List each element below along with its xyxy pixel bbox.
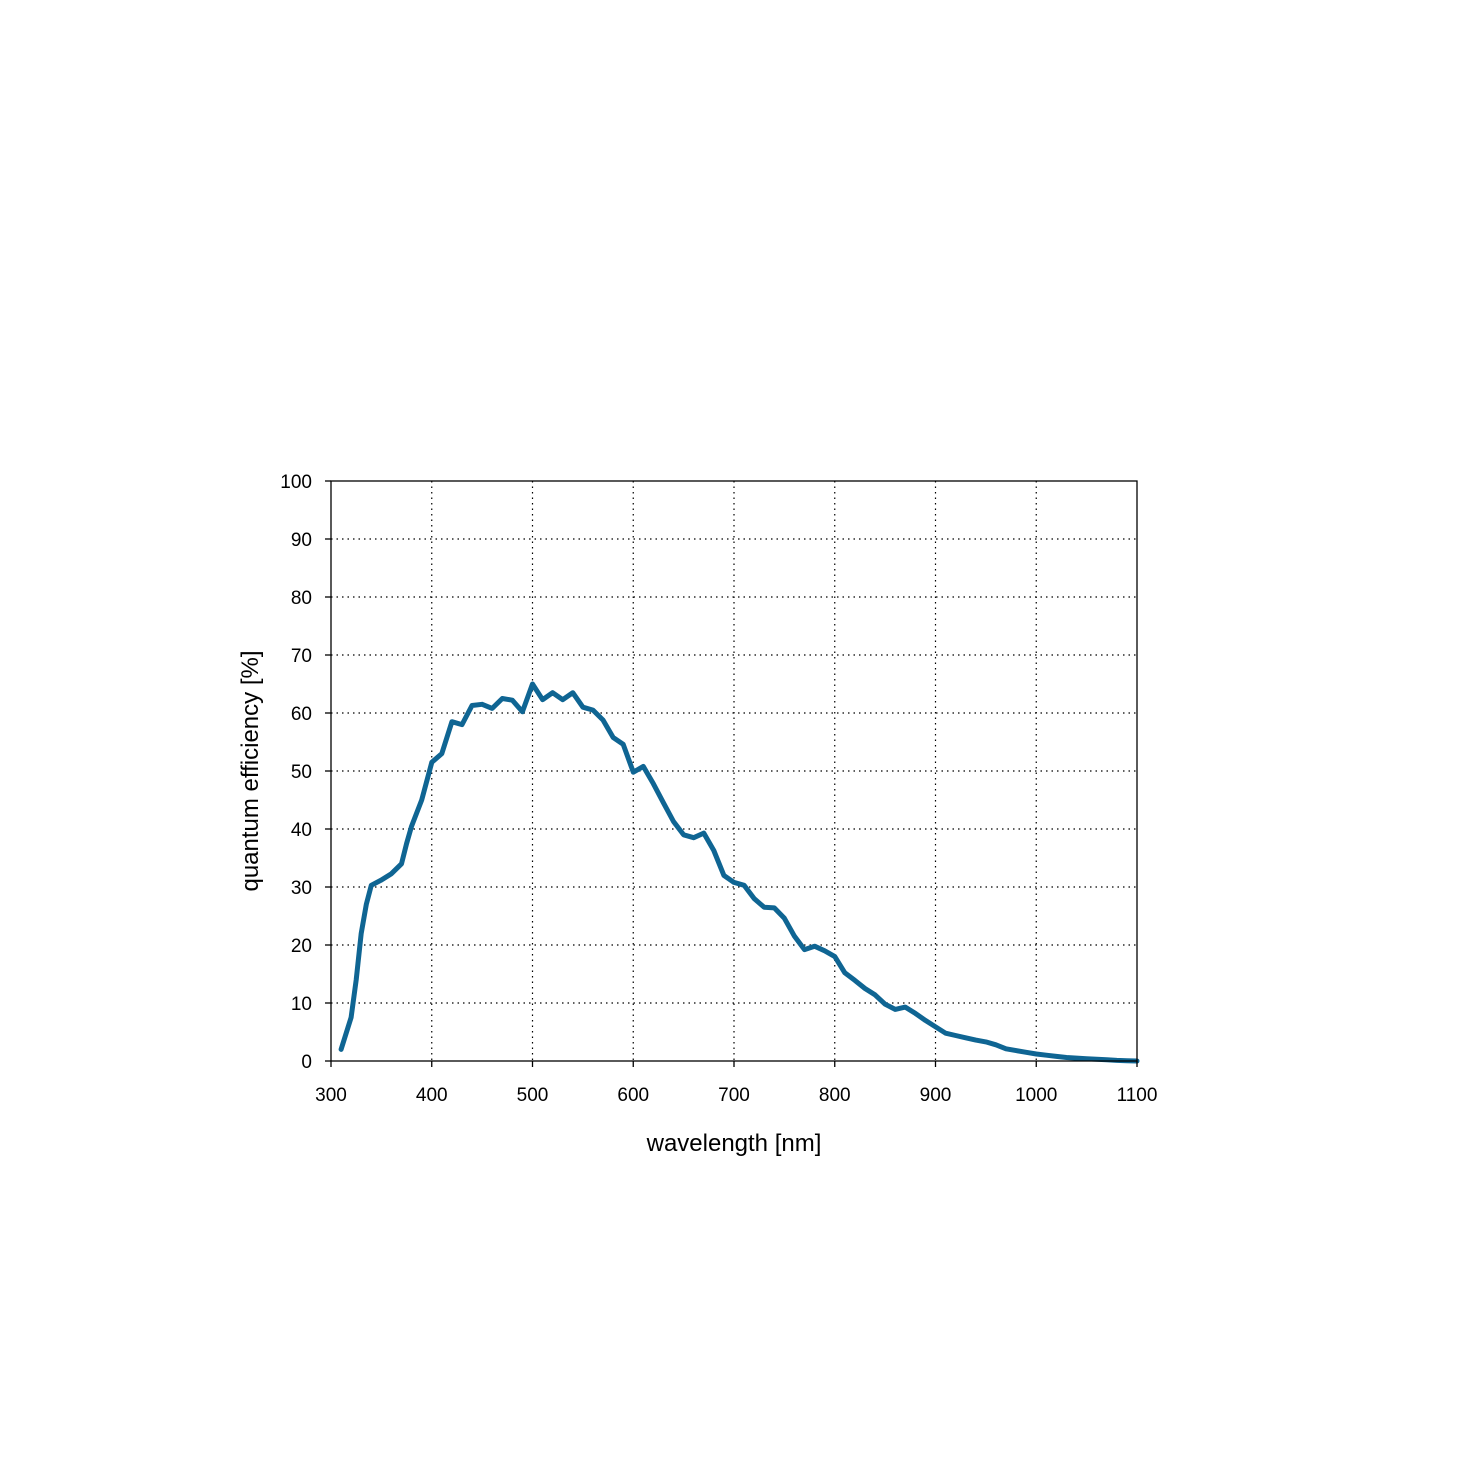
y-tick-label: 20 <box>291 936 312 957</box>
x-tick-label: 800 <box>819 1085 851 1106</box>
x-tick-label: 1100 <box>1117 1085 1158 1106</box>
qe-series-line <box>338 681 1140 1064</box>
y-tick-label: 10 <box>291 994 312 1015</box>
x-tick-label: 900 <box>920 1085 952 1106</box>
y-tick-label: 30 <box>291 878 312 899</box>
x-axis-tick-labels: 300 400 500 600 700 800 900 1000 1100 <box>315 1085 1157 1106</box>
series-layer <box>338 681 1140 1064</box>
x-tick-label: 600 <box>617 1085 649 1106</box>
y-axis-tick-labels: 0 10 20 30 40 50 60 70 80 90 100 <box>280 472 312 1073</box>
y-tick-label: 40 <box>291 820 312 841</box>
y-tick-label: 60 <box>291 704 312 725</box>
x-tick-label: 700 <box>718 1085 750 1106</box>
x-axis-title: wavelength [nm] <box>646 1130 822 1157</box>
x-tick-label: 1000 <box>1015 1085 1057 1106</box>
axis-ticks <box>325 480 1138 1067</box>
y-tick-label: 70 <box>291 646 312 667</box>
y-tick-label: 90 <box>291 530 312 551</box>
y-tick-label: 50 <box>291 762 312 783</box>
x-tick-label: 500 <box>517 1085 549 1106</box>
y-tick-label: 0 <box>301 1052 312 1073</box>
grid-lines <box>331 481 1137 1061</box>
y-tick-label: 100 <box>280 472 312 493</box>
y-axis-title: quantum efficiency [%] <box>237 650 264 891</box>
y-tick-label: 80 <box>291 588 312 609</box>
x-tick-label: 300 <box>315 1085 347 1106</box>
x-tick-label: 400 <box>416 1085 448 1106</box>
